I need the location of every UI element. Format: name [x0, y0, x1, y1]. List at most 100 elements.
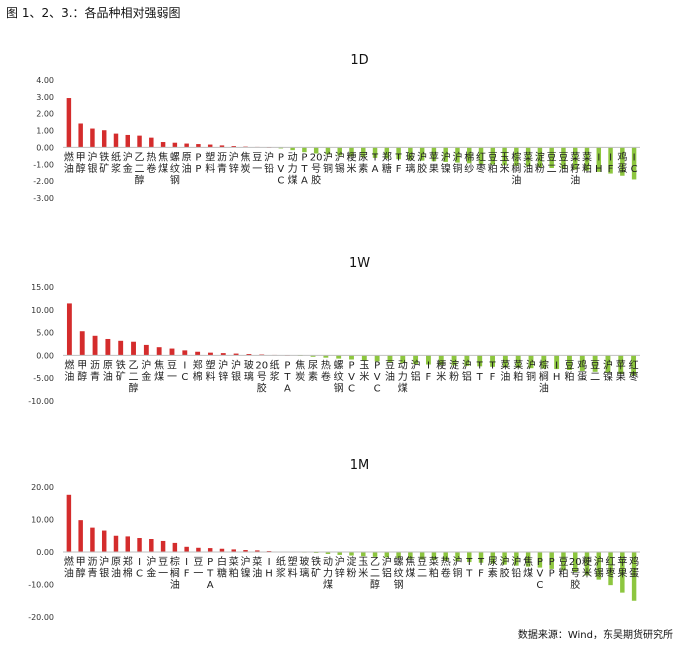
x-tick-label: 尿素 [308, 359, 318, 383]
bar [220, 353, 226, 356]
x-tick-label: 菜油 [252, 556, 262, 580]
y-tick-label: 20.00 [31, 483, 54, 492]
bar [372, 147, 378, 158]
x-tick-label: 铁矿 [116, 358, 126, 383]
x-tick-label: 豆二 [547, 151, 557, 175]
x-tick-label: 红枣 [629, 358, 639, 383]
x-tick-label: 沪铝 [462, 358, 472, 383]
x-tick-label: 菜籽油 [570, 151, 580, 186]
x-tick-label: 沪铜 [526, 358, 536, 383]
bar [184, 546, 189, 552]
y-tick-label: 3.00 [36, 93, 54, 102]
bar [372, 552, 378, 557]
bar [219, 548, 225, 552]
bar [66, 303, 72, 356]
bar [246, 354, 252, 356]
x-tick-label: 棕榈油 [170, 555, 180, 591]
x-tick-label: 沪金 [141, 358, 151, 383]
bar [105, 338, 111, 356]
bar [408, 147, 413, 160]
bar [90, 527, 95, 553]
x-tick-label: 豆二 [590, 359, 600, 383]
bar [605, 355, 611, 373]
bar [413, 355, 419, 365]
bar [438, 355, 444, 365]
x-tick-label: 沪镍 [241, 555, 251, 580]
x-tick-label: 粳米 [436, 358, 446, 383]
bar [443, 147, 448, 162]
y-tick-label: 4.00 [36, 76, 54, 85]
x-tick-label: 粳米 [582, 555, 592, 580]
x-tick-label: 豆二 [417, 556, 427, 580]
bar [478, 147, 484, 164]
bar [618, 355, 624, 374]
bar [467, 147, 472, 164]
bar [525, 147, 531, 167]
x-tick-label: 尿素 [488, 556, 498, 580]
bar [396, 147, 401, 160]
x-tick-label: 郑糖 [382, 150, 392, 175]
bar [408, 552, 413, 559]
bar [573, 147, 578, 170]
x-tick-label: 鸡蛋 [577, 358, 587, 383]
x-tick-label: 豆一 [158, 556, 168, 580]
x-tick-label: 螺纹钢 [170, 151, 180, 186]
x-tick-label: 棕榈油 [539, 358, 549, 394]
bar [561, 147, 566, 169]
y-tick-label: -3.00 [33, 194, 54, 203]
bar [514, 552, 519, 566]
x-tick-label: 乙二醇 [129, 359, 139, 394]
x-tick-label: 玉米 [500, 152, 510, 175]
x-tick-label: 动力煤 [288, 151, 298, 186]
bar [620, 552, 625, 593]
y-tick-label: 15.00 [31, 283, 54, 292]
bar [233, 353, 239, 356]
y-tick-label: -20.00 [28, 613, 54, 622]
x-tick-label: 沥青 [87, 556, 97, 580]
bar [596, 147, 602, 172]
chart-panel-1w: 1W 15.00 10.00 5.00 0.00 -5.00 -10.00 燃油 甲醇 沥青 原油铁… [0, 247, 685, 452]
bar [384, 147, 390, 159]
bar [325, 147, 331, 155]
x-tick-label: 塑料 [205, 151, 215, 175]
y-tick-label: -5.00 [33, 374, 54, 383]
bar [608, 147, 613, 174]
x-tick-label: 螺纹钢 [394, 556, 404, 591]
bar [118, 340, 124, 356]
x-tick-label: 沥青 [90, 359, 100, 383]
x-tick-label: 豆粕 [558, 556, 568, 580]
bar [419, 552, 425, 560]
x-tick-label: 鸡蛋 [617, 150, 627, 175]
bar [541, 355, 547, 369]
bar [596, 552, 602, 580]
x-tick-label: 菜油 [500, 359, 510, 383]
bar [79, 331, 85, 356]
x-tick-label: 豆油 [385, 359, 395, 383]
bar [125, 536, 130, 552]
x-tick-label: 豆一 [167, 359, 177, 383]
bar [567, 355, 572, 370]
x-tick-label: 沪金 [146, 555, 156, 580]
y-tick-label: 0.00 [36, 548, 54, 557]
x-tick-label: 郑棉 [193, 358, 203, 383]
x-tick-label: 红枣 [476, 150, 486, 175]
bar [400, 355, 406, 364]
x-tick-label: 甲醇 [76, 152, 86, 175]
x-tick-label: 沪银 [99, 555, 109, 580]
bar [131, 341, 136, 356]
bar [156, 347, 162, 356]
bar [537, 552, 543, 568]
x-tick-label: 沪锌 [335, 555, 345, 580]
bar [349, 147, 354, 157]
x-tick-label: 沪锌 [218, 358, 228, 383]
x-tick-label: 动力煤 [323, 556, 333, 591]
x-tick-label: 沪锌 [229, 150, 239, 175]
bar [490, 552, 496, 564]
bar [208, 352, 213, 356]
x-tick-label: 菜粕 [229, 556, 239, 580]
